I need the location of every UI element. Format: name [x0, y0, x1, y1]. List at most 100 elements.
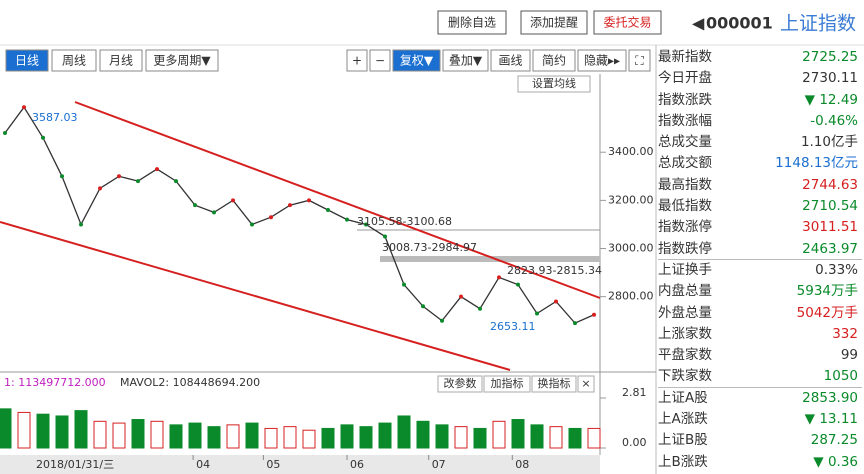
x-tick-label: 07: [432, 458, 446, 471]
price-point: [117, 174, 121, 179]
volume-bar: [112, 422, 126, 449]
quote-value: 2463.97: [802, 240, 858, 257]
back-arrow[interactable]: ◀: [692, 14, 705, 33]
button-label[interactable]: 换指标: [538, 376, 571, 390]
tool[interactable]: [346, 49, 368, 72]
quote-row: 指数跌停 2463.97: [658, 239, 862, 260]
x-tick-label: 06: [350, 458, 364, 471]
volume-bar: [226, 424, 240, 449]
volume-bar: [321, 427, 335, 449]
tab-label[interactable]: 日线: [15, 54, 39, 68]
tab[interactable]: [51, 49, 97, 72]
quote-value: 2725.25: [802, 49, 858, 65]
quote-value: 2730.11: [802, 70, 858, 87]
tab[interactable]: [99, 49, 143, 72]
tab-label[interactable]: 更多周期▼: [153, 54, 211, 68]
quote-row: 今日开盘 2730.11: [658, 68, 862, 89]
tool-label[interactable]: 叠加▼: [449, 54, 483, 68]
quote-label: 上涨家数: [658, 325, 712, 342]
annotation: 2653.11: [490, 320, 536, 333]
button-label[interactable]: 委托交易: [603, 15, 651, 30]
price-point: [440, 318, 444, 323]
quote-label: 平盘家数: [658, 347, 712, 364]
quote-row: 上B涨跌 ▼ 0.36: [658, 452, 862, 473]
price-point: [212, 210, 216, 215]
volume-bar: [359, 426, 373, 449]
button[interactable]: [520, 10, 588, 35]
price-point: [60, 174, 64, 179]
button[interactable]: [437, 10, 507, 35]
indicator-value: 1: 113497712.000: [4, 376, 106, 389]
quote-row: 外盘总量 5042万手: [658, 303, 862, 324]
button[interactable]: [437, 375, 483, 393]
button-label[interactable]: 改参数: [444, 376, 477, 390]
price-point: [3, 130, 7, 135]
button-label[interactable]: ×: [581, 377, 590, 390]
quote-label: 上A涨跌: [658, 411, 708, 428]
tool-label[interactable]: ⛶: [634, 54, 644, 68]
price-line: [4, 106, 595, 324]
annotation: 3105.58-3100.68: [357, 215, 452, 228]
tool-label[interactable]: −: [375, 54, 385, 68]
button-label[interactable]: 设置均线: [532, 76, 576, 90]
button-label[interactable]: 删除自选: [448, 15, 496, 30]
y-tick-label: 3400.00: [608, 145, 654, 158]
button-label[interactable]: 加指标: [491, 376, 524, 390]
quote-value: 1148.13亿元: [775, 155, 858, 172]
button[interactable]: [517, 75, 591, 93]
price-point: [41, 135, 45, 140]
tool-label[interactable]: 画线: [498, 54, 522, 68]
quote-row: 指数涨跌 ▼ 12.49: [658, 90, 862, 111]
top-bar: [0, 0, 864, 40]
quote-row: 最新指数 2725.25: [658, 47, 862, 68]
volume-bar: [283, 426, 297, 449]
button[interactable]: [577, 375, 595, 393]
price-point: [345, 217, 349, 222]
quote-row: 最高指数 2744.63: [658, 175, 862, 196]
quote-row: 指数涨幅 -0.46%: [658, 111, 862, 132]
tool-label[interactable]: 隐藏▸▸: [584, 54, 620, 68]
trend-line: [0, 221, 511, 371]
price-point: [288, 203, 292, 208]
volume-bar: [568, 427, 582, 449]
tool-label[interactable]: +: [352, 54, 362, 68]
volume-bar: [549, 426, 563, 449]
tool[interactable]: [577, 49, 627, 72]
quote-label: 指数涨跌: [658, 91, 712, 108]
price-panel: [0, 74, 600, 370]
button[interactable]: [593, 10, 662, 35]
tool-label[interactable]: 简约: [542, 53, 566, 68]
tab[interactable]: [5, 49, 49, 72]
volume-bar: [397, 415, 411, 449]
tool[interactable]: [442, 49, 489, 72]
quote-row: 总成交量 1.10亿手: [658, 132, 862, 153]
quote-value: 287.25: [810, 432, 858, 449]
quote-label: 总成交量: [658, 134, 712, 151]
tool-label[interactable]: 复权▼: [400, 54, 434, 68]
tool[interactable]: [628, 49, 651, 72]
quote-row: 上证换手 0.33%: [658, 260, 862, 281]
y-tick-label: 3200.00: [608, 193, 654, 206]
volume-bar: [302, 429, 316, 449]
volume-bar: [454, 426, 468, 449]
tab[interactable]: [145, 49, 219, 72]
tab-label[interactable]: 月线: [109, 54, 133, 68]
quote-label: 上证B股: [658, 432, 708, 449]
x-tick-label: 04: [196, 458, 210, 471]
button[interactable]: [483, 375, 531, 393]
quote-row: 上A涨跌 ▼ 13.11: [658, 409, 862, 430]
stock-code: 000001: [706, 14, 773, 33]
tab-label[interactable]: 周线: [62, 54, 86, 68]
tool[interactable]: [532, 49, 576, 72]
quote-label: 上B涨跌: [658, 453, 708, 470]
x-tick-label: 05: [266, 458, 280, 471]
button[interactable]: [531, 375, 577, 393]
quote-label: 下跌家数: [658, 368, 712, 385]
volume-bar: [511, 419, 525, 449]
tool[interactable]: [392, 49, 441, 72]
tool[interactable]: [490, 49, 531, 72]
quote-value: 2710.54: [802, 198, 858, 215]
button-label[interactable]: 添加提醒: [530, 15, 578, 30]
tool[interactable]: [369, 49, 391, 72]
